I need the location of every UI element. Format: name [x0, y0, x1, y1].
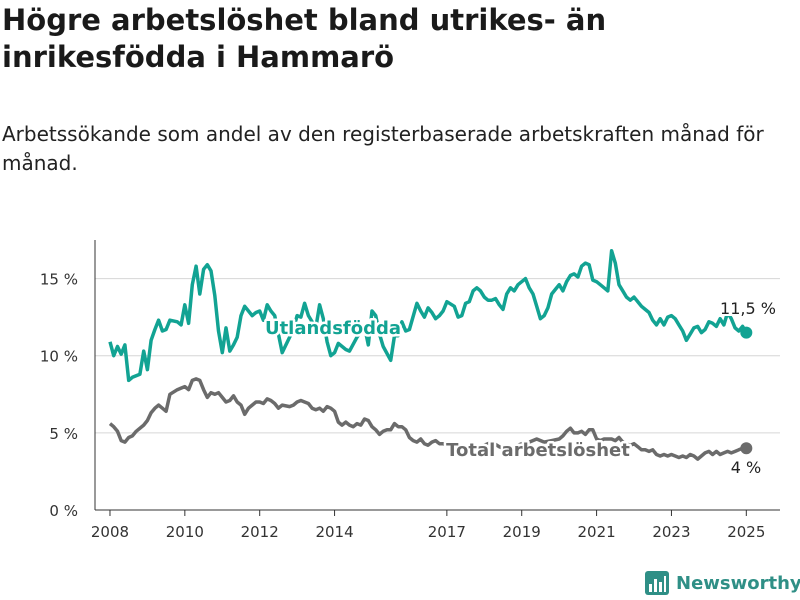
end-value-label: 4 % — [731, 458, 761, 477]
series-line-foreign-born — [108, 249, 748, 383]
x-tick-label: 2017 — [428, 523, 466, 541]
x-tick-label: 2012 — [241, 523, 279, 541]
end-value-label-halo: 4 % — [731, 458, 761, 477]
chart-title: Högre arbetslöshet bland utrikes- än inr… — [2, 3, 607, 74]
x-tick-label: 2010 — [166, 523, 204, 541]
y-tick-label: 10 % — [40, 348, 78, 366]
x-tick-label: 2019 — [503, 523, 541, 541]
brand-logo: Newsworthy — [644, 568, 800, 598]
series-label-halo: Total arbetslöshet — [446, 440, 630, 461]
series-label: Total arbetslöshet — [446, 440, 630, 461]
brand-name: Newsworthy — [676, 572, 800, 594]
y-tick-label: 15 % — [40, 271, 78, 289]
series-label: Utlandsfödda — [265, 318, 401, 339]
series-line-total — [108, 377, 747, 461]
x-tick-label: 2014 — [315, 523, 353, 541]
bar-chart-logo-icon — [645, 571, 669, 595]
x-tick-label: 2023 — [652, 523, 690, 541]
end-value-label-halo: 11,5 % — [720, 299, 776, 318]
series-end-point — [740, 326, 753, 339]
end-value-label: 11,5 % — [720, 299, 776, 318]
y-tick-label: 5 % — [49, 425, 78, 443]
series-end-point — [740, 442, 753, 455]
series-label-halo: Utlandsfödda — [265, 318, 401, 339]
x-tick-label: 2021 — [577, 523, 615, 541]
x-tick-label: 2025 — [727, 523, 765, 541]
chart-subtitle: Arbetssökande som andel av den registerb… — [2, 122, 764, 175]
y-tick-label: 0 % — [49, 502, 78, 520]
x-tick-label: 2008 — [91, 523, 129, 541]
